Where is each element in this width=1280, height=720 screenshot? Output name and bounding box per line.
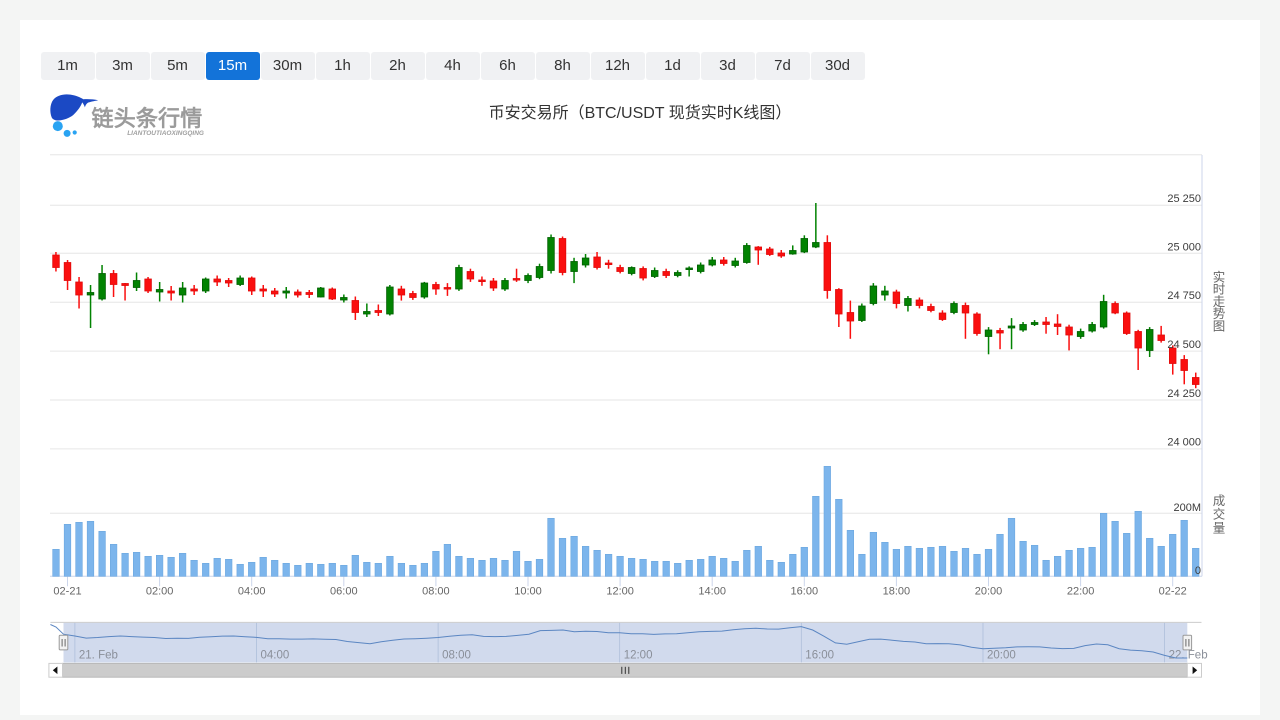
svg-text:04:00: 04:00 (261, 650, 290, 662)
svg-text:走: 走 (1213, 295, 1226, 309)
svg-text:16:00: 16:00 (805, 650, 834, 662)
svg-text:24 750: 24 750 (1167, 290, 1201, 302)
svg-text:LIANTOUTIAOXINGQING: LIANTOUTIAOXINGQING (127, 130, 204, 137)
svg-text:08:00: 08:00 (442, 650, 471, 662)
svg-text:20:00: 20:00 (987, 650, 1016, 662)
svg-text:24 250: 24 250 (1167, 388, 1201, 400)
svg-text:22. Feb: 22. Feb (1169, 650, 1208, 662)
svg-text:10:00: 10:00 (514, 586, 542, 598)
svg-text:20:00: 20:00 (975, 586, 1003, 598)
svg-text:势: 势 (1213, 306, 1226, 321)
svg-text:实: 实 (1213, 269, 1226, 284)
svg-text:22:00: 22:00 (1067, 586, 1095, 598)
svg-text:08:00: 08:00 (422, 586, 450, 598)
svg-text:06:00: 06:00 (330, 586, 358, 598)
svg-text:25 000: 25 000 (1167, 242, 1201, 254)
svg-text:02:00: 02:00 (146, 586, 174, 598)
svg-text:链头条行情: 链头条行情 (92, 106, 203, 131)
svg-text:02-21: 02-21 (53, 586, 81, 598)
svg-text:16:00: 16:00 (791, 586, 819, 598)
svg-text:交: 交 (1213, 507, 1226, 522)
svg-text:25 250: 25 250 (1167, 193, 1201, 205)
svg-text:量: 量 (1213, 521, 1226, 535)
svg-text:24 500: 24 500 (1167, 339, 1201, 351)
svg-text:02-22: 02-22 (1159, 586, 1187, 598)
svg-text:12:00: 12:00 (624, 650, 653, 662)
svg-text:时: 时 (1213, 283, 1226, 297)
svg-text:18:00: 18:00 (883, 586, 911, 598)
svg-text:14:00: 14:00 (698, 586, 726, 598)
svg-text:0: 0 (1195, 565, 1201, 577)
svg-text:04:00: 04:00 (238, 586, 266, 598)
svg-text:24 000: 24 000 (1167, 437, 1201, 449)
svg-text:图: 图 (1213, 320, 1226, 334)
svg-text:12:00: 12:00 (606, 586, 634, 598)
svg-text:成: 成 (1213, 494, 1226, 508)
svg-text:21. Feb: 21. Feb (79, 650, 118, 662)
svg-text:200M: 200M (1173, 502, 1201, 514)
